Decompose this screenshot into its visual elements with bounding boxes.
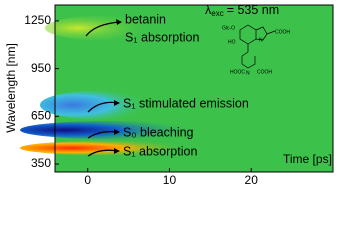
annotation: S₁ absorption <box>123 144 197 158</box>
structure-label: HOOC <box>230 69 245 75</box>
x-axis-label: Time [ps] <box>283 152 332 166</box>
lambda: λ <box>205 3 212 17</box>
structure-label: N <box>259 37 263 43</box>
x-tick-label: 10 <box>163 173 177 187</box>
arrowhead <box>114 100 120 106</box>
heatmap-region <box>45 16 155 40</box>
arrowheads <box>114 19 122 154</box>
heatmap-region <box>20 121 200 139</box>
y-tick-label: 1250 <box>24 13 51 27</box>
y-tick-label: 950 <box>31 61 51 75</box>
arrowhead <box>114 148 120 154</box>
y-tick-label: 350 <box>31 156 51 170</box>
heatmap-region <box>40 91 150 119</box>
annotation: betanin <box>125 12 166 26</box>
arrowhead <box>114 129 120 135</box>
structure <box>239 24 276 69</box>
arrowhead <box>116 19 122 25</box>
chart: Wavelength [nm] Time [ps] λexc = 535 nm b… <box>4 3 334 187</box>
bond <box>266 30 276 35</box>
structure-label: N <box>246 70 250 76</box>
y-axis-label: Wavelength [nm] <box>4 43 18 133</box>
structure-label: Glc-O <box>222 25 235 31</box>
annotation: S₁ absorption <box>125 30 199 44</box>
plot-frame <box>54 4 334 173</box>
excitation-value: = 535 nm <box>227 3 279 17</box>
annotation: S₀ bleaching <box>123 125 194 139</box>
lambda-subscript: exc <box>211 9 223 18</box>
arrow <box>85 21 121 37</box>
y-tick-label: 650 <box>31 109 51 123</box>
plot-area <box>20 4 334 173</box>
structure-label: COOH <box>257 69 272 75</box>
x-tick-label: 20 <box>245 173 259 187</box>
excitation-label: λexc = 535 nm <box>205 3 279 18</box>
ring <box>241 44 256 69</box>
x-tick-label: 0 <box>84 173 91 187</box>
annotation: S₁ stimulated emission <box>123 96 249 110</box>
structure-label: HO <box>228 39 236 45</box>
structure-label: COOH <box>275 29 290 35</box>
heatmap-region <box>20 141 190 155</box>
